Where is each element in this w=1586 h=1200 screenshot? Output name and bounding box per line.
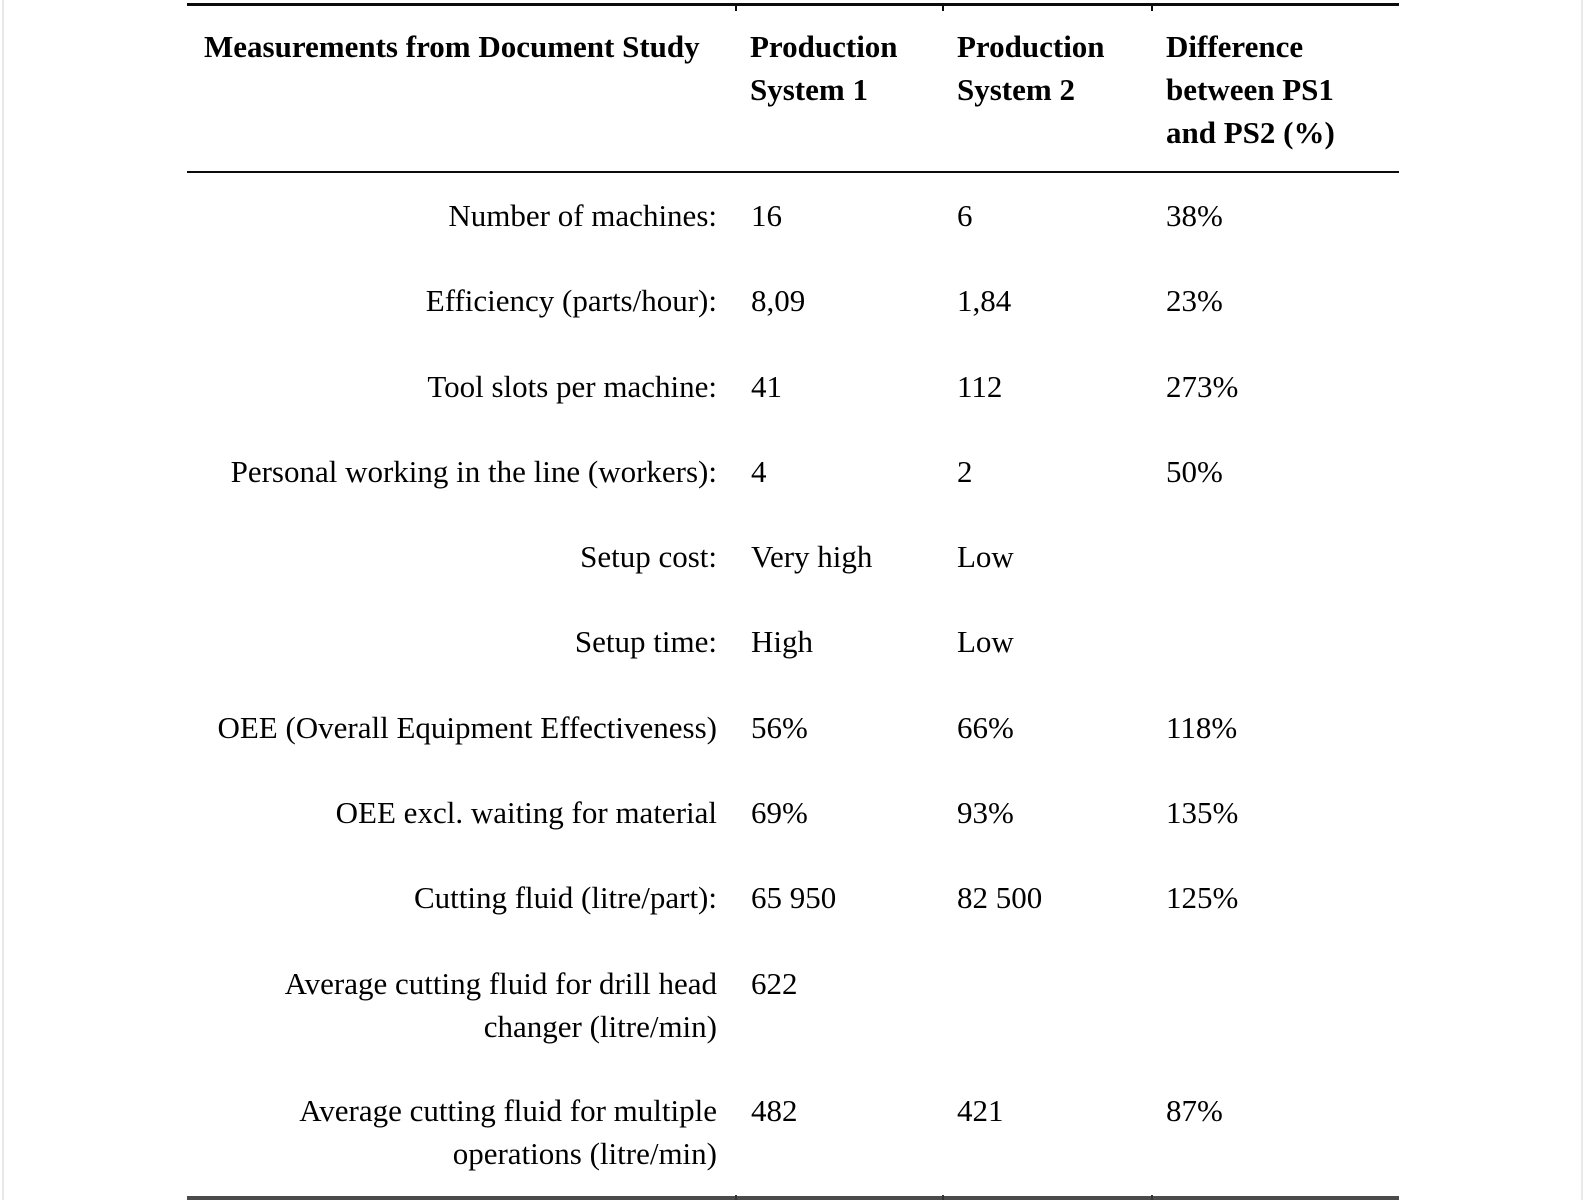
column-divider-tick: [735, 6, 737, 11]
row-label: Personal working in the line (workers):: [230, 453, 717, 489]
table-row: Average cutting fluid for multiple opera…: [187, 1068, 1399, 1196]
cell-ps2: 2: [957, 453, 973, 489]
row-label: Tool slots per machine:: [427, 368, 717, 404]
row-label: OEE (Overall Equipment Effectiveness): [217, 709, 717, 745]
table-row: Tool slots per machine: 41 112 273%: [187, 344, 1399, 429]
header-difference-ps1-ps2: Difference between PS1 and PS2 (%): [1166, 29, 1335, 150]
cell-ps1: 16: [751, 198, 782, 233]
column-divider-tick: [1151, 1195, 1153, 1200]
cell-diff: 23%: [1166, 283, 1223, 319]
page-left-edge-line: [2, 0, 4, 1200]
row-label: Setup cost:: [580, 539, 717, 575]
row-label: Number of machines:: [448, 198, 717, 233]
table-header-rule: [187, 171, 1399, 173]
cell-ps1: 4: [751, 453, 767, 489]
cell-ps2: 66%: [957, 709, 1014, 745]
cell-ps1: 8,09: [751, 283, 806, 319]
cell-ps1: 41: [751, 368, 782, 404]
cell-ps2: [943, 941, 1152, 1069]
table-row: OEE excl. waiting for material 69% 93% 1…: [187, 770, 1399, 855]
cell-ps1: 482: [751, 1093, 798, 1129]
table-header-row: Measurements from Document Study Product…: [187, 6, 1399, 171]
cell-diff: 135%: [1166, 795, 1239, 831]
cell-diff: 38%: [1166, 198, 1223, 233]
cell-ps1: 69%: [751, 795, 808, 831]
row-label: Efficiency (parts/hour):: [425, 283, 717, 319]
table-top-rule: [187, 3, 1399, 11]
cell-diff: [1152, 599, 1399, 684]
cell-ps1: 65 950: [751, 880, 837, 916]
table-row: Setup cost: Very high Low: [187, 514, 1399, 599]
column-divider-tick: [735, 1195, 737, 1200]
column-divider-tick: [942, 1195, 944, 1200]
page-right-edge-line: [1581, 0, 1583, 1200]
header-production-system-1: Production System 1: [750, 29, 898, 107]
row-label: Cutting fluid (litre/part):: [413, 880, 717, 916]
column-divider-tick: [942, 6, 944, 11]
measurements-table: Measurements from Document Study Product…: [187, 0, 1399, 1200]
cell-diff: 87%: [1166, 1093, 1223, 1129]
cell-ps2: Low: [957, 539, 1014, 575]
row-label: Setup time:: [574, 624, 717, 660]
row-label: Average cutting fluid for drill head cha…: [284, 965, 717, 1044]
cell-diff: [1152, 514, 1399, 599]
table-row: OEE (Overall Equipment Effectiveness) 56…: [187, 685, 1399, 770]
cell-ps2: 1,84: [957, 283, 1012, 319]
cell-ps1: 622: [751, 965, 798, 1001]
table-body: Number of machines: 16 6 38% Efficiency …: [187, 173, 1399, 1196]
cell-ps1: Very high: [751, 539, 873, 575]
row-label: OEE excl. waiting for material: [335, 795, 717, 831]
cell-ps2: 82 500: [957, 880, 1043, 916]
cell-ps1: High: [751, 624, 813, 660]
table-row: Personal working in the line (workers): …: [187, 429, 1399, 514]
cell-diff: 118%: [1166, 709, 1238, 745]
cell-diff: 273%: [1166, 368, 1239, 404]
table-row: Number of machines: 16 6 38%: [187, 173, 1399, 258]
cell-diff: 50%: [1166, 453, 1223, 489]
cell-diff: 125%: [1166, 880, 1239, 916]
cell-diff: [1152, 941, 1399, 1069]
cell-ps2: 93%: [957, 795, 1014, 831]
header-production-system-2: Production System 2: [957, 29, 1105, 107]
table-bottom-rule: [187, 1195, 1399, 1200]
cell-ps1: 56%: [751, 709, 808, 745]
table-row: Cutting fluid (litre/part): 65 950 82 50…: [187, 855, 1399, 940]
table-row: Efficiency (parts/hour): 8,09 1,84 23%: [187, 258, 1399, 343]
cell-ps2: 421: [957, 1093, 1004, 1129]
cell-ps2: 6: [957, 198, 973, 233]
table-row: Average cutting fluid for drill head cha…: [187, 941, 1399, 1069]
cell-ps2: Low: [957, 624, 1014, 660]
column-divider-tick: [1151, 6, 1153, 11]
row-label: Average cutting fluid for multiple opera…: [299, 1093, 717, 1172]
cell-ps2: 112: [957, 368, 1003, 404]
table-row: Setup time: High Low: [187, 599, 1399, 684]
header-measurements: Measurements from Document Study: [204, 29, 700, 64]
